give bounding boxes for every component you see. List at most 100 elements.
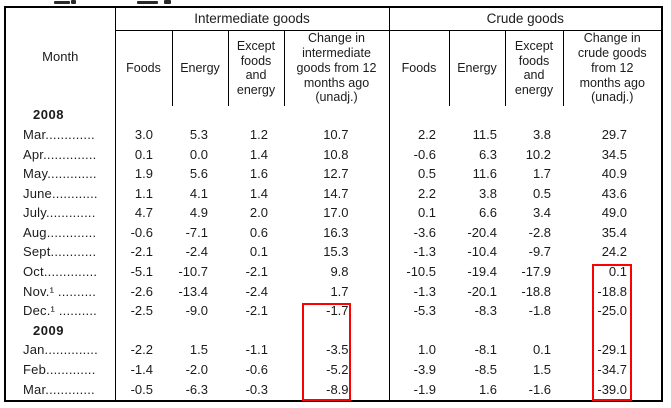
value-cell: -5.2 (326, 362, 349, 378)
value-cell: 9.8 (330, 264, 349, 280)
value-cell: -1.8 (528, 303, 552, 319)
value-cell: -2.4 (185, 244, 208, 260)
value-cell: -34.7 (597, 362, 627, 378)
value-cell: 0.0 (189, 146, 208, 162)
month-label: May............. (6, 164, 116, 185)
value-cell: 43.6 (601, 185, 627, 201)
value-cell: 12.7 (323, 166, 349, 182)
value-cell: 6.3 (478, 146, 498, 162)
value-cell: 2.2 (388, 184, 450, 204)
value-cell: 0.6 (249, 224, 268, 240)
value-cell: -1.1 (245, 342, 268, 358)
value-cell: -18.8 (521, 283, 552, 299)
value-cell: -10.7 (178, 264, 208, 280)
value-cell: -3.9 (388, 360, 450, 381)
value-cell: -3.5 (326, 342, 349, 358)
value-cell: 3.0 (134, 126, 153, 142)
value-cell: 16.3 (323, 224, 349, 240)
value-cell: 1.5 (189, 342, 208, 358)
year-row: 2009 (6, 321, 661, 342)
value-cell: 3.4 (532, 205, 552, 221)
col-header-int-energy: Energy (171, 30, 228, 106)
month-data-row: Dec.¹ .......... -2.5 -9.0 -2.1 -1.7 -5.3 -8.3… (6, 301, 661, 322)
value-cell: 1.6 (478, 381, 498, 397)
value-cell: 0.1 (388, 203, 450, 224)
value-cell: 0.1 (134, 146, 153, 162)
month-data-row: Jan.............. -2.2 1.5 -1.1 -3.5 1.0 -8.1 0… (6, 341, 661, 361)
value-cell: -0.3 (245, 381, 268, 397)
value-cell: 49.0 (601, 205, 627, 221)
value-cell: 4.7 (134, 205, 153, 221)
value-cell: -19.4 (467, 264, 498, 280)
data-table: Month Intermediate goods Crude goods Foo… (6, 8, 661, 400)
value-cell (563, 106, 661, 126)
col-header-int-foods: Foods (126, 60, 161, 75)
value-cell: 35.4 (601, 224, 627, 240)
value-cell: 5.3 (189, 126, 208, 142)
value-cell: 1.7 (330, 283, 349, 299)
value-cell (449, 322, 505, 342)
value-cell: 0.1 (249, 244, 268, 260)
scan-artifact (164, 0, 171, 4)
month-data-row: June............ 1.1 4.1 1.4 14.7 2.2 3.8 0.5 43… (6, 184, 661, 204)
col-header-crude-change-12mo: Change in crude goods from 12 months ago… (562, 30, 661, 106)
month-data-row: Mar............. 3.0 5.3 1.2 10.7 2.2 11.5 3.8 2… (6, 125, 661, 146)
month-data-row: May............. 1.9 5.6 1.6 12.7 0.5 11.6 1.7 4… (6, 164, 661, 185)
value-cell: -8.9 (326, 381, 349, 397)
value-cell: -2.0 (185, 362, 208, 378)
value-cell: -6.3 (185, 381, 208, 397)
month-label: Dec.¹ .......... (6, 301, 116, 322)
value-cell: -0.6 (245, 362, 268, 378)
value-cell: -2.4 (245, 283, 268, 299)
value-cell: 1.0 (388, 341, 450, 361)
month-label: Jan.............. (6, 341, 116, 361)
value-cell: -0.6 (388, 145, 450, 165)
value-cell: -1.4 (130, 362, 153, 378)
value-cell: -25.0 (597, 303, 627, 319)
value-cell: 4.1 (189, 185, 208, 201)
value-cell: -2.6 (130, 283, 153, 299)
value-cell: -9.0 (185, 303, 208, 319)
intermediate-goods-group-header: Intermediate goods (115, 8, 390, 31)
value-cell: -2.1 (245, 303, 268, 319)
value-cell: 1.7 (532, 166, 552, 182)
value-cell: -8.5 (474, 362, 498, 378)
value-cell: 3.8 (532, 126, 552, 142)
value-cell: -20.4 (467, 224, 498, 240)
value-cell: 10.8 (323, 146, 349, 162)
value-cell: 3.8 (478, 185, 498, 201)
value-cell: -2.5 (130, 303, 153, 319)
value-cell (228, 322, 284, 342)
value-cell (172, 106, 228, 126)
value-cell: -1.3 (388, 243, 450, 263)
value-cell: -2.1 (130, 244, 153, 260)
year-label: 2009 (6, 321, 116, 342)
scan-artifact (71, 0, 76, 4)
col-header-crude-foods: Foods (388, 30, 450, 106)
value-cell: 2.0 (249, 205, 268, 221)
value-cell: -10.4 (467, 244, 498, 260)
value-cell: 5.6 (189, 166, 208, 182)
value-cell: 14.7 (323, 185, 349, 201)
col-header-int-except-foods-energy: Except foods and energy (227, 30, 284, 106)
month-label: Apr.............. (6, 145, 116, 165)
value-cell: 0.1 (608, 264, 627, 280)
value-cell: -1.3 (388, 282, 450, 302)
value-cell (172, 322, 228, 342)
value-cell: -5.1 (130, 264, 153, 280)
month-data-row: July............. 4.7 4.9 2.0 17.0 0.1 6.6 3.4 4… (6, 203, 661, 224)
value-cell (505, 322, 563, 342)
month-data-row: Apr.............. 0.1 0.0 1.4 10.8 -0.6 6.3 10.… (6, 145, 661, 165)
value-cell: 15.3 (323, 244, 349, 260)
value-cell (228, 106, 284, 126)
value-cell: 17.0 (323, 205, 349, 221)
month-data-row: Feb............. -1.4 -2.0 -0.6 -5.2 -3.9 -8.5… (6, 360, 661, 381)
value-cell (505, 106, 563, 126)
month-label: Nov.¹ .......... (6, 282, 116, 302)
value-cell: 1.1 (134, 185, 153, 201)
month-label: Mar............. (6, 380, 116, 400)
month-label: June............ (6, 184, 116, 204)
value-cell: -7.1 (185, 224, 208, 240)
value-cell: 6.6 (478, 205, 498, 221)
